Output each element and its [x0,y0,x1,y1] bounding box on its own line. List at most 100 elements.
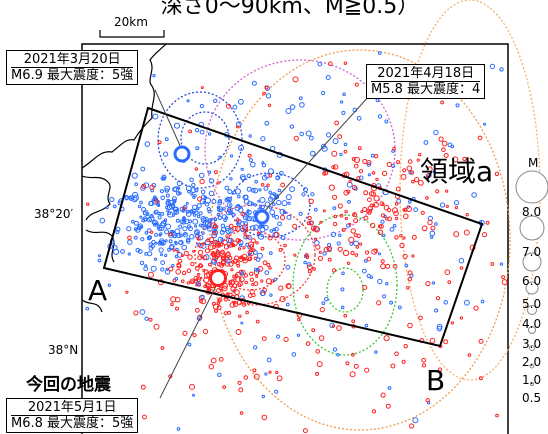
hypocenter-dot [212,230,217,236]
hypocenter-dot [237,207,244,213]
hypocenter-dot [197,276,201,280]
legend-label-05: 0.5 [522,391,542,405]
hypocenter-dot [173,199,177,203]
hypocenter-dot [236,222,240,226]
hypocenter-dot [341,271,345,276]
hypocenter-dot [471,192,477,198]
hypocenter-dot [318,335,325,341]
contour-green-2 [326,267,364,313]
hypocenter-dot [139,309,146,315]
hypocenter-dot [238,387,244,393]
hypocenter-dot [408,200,412,204]
hypocenter-dot [257,233,265,240]
callout-may: 2021年5月1日 M6.8 最大震度：5強 [6,398,139,433]
hypocenter-dot [313,207,318,212]
hypocenter-dot [370,222,376,229]
hypocenter-dot [232,190,237,195]
hypocenter-dot [186,224,192,229]
hypocenter-dot [315,371,319,376]
hypocenter-dot [185,185,192,192]
hypocenter-dot [168,266,174,272]
hypocenter-dot [285,108,292,114]
hypocenter-dot [337,134,343,140]
hypocenter-dot [201,231,205,235]
hypocenter-dot [145,212,150,217]
hypocenter-dot [453,231,460,238]
hypocenter-dot [358,169,364,174]
region-a-box [102,106,484,348]
hypocenter-dot [434,308,439,313]
hypocenter-dot [317,61,323,67]
hypocenter-dot [160,346,165,350]
hypocenter-dot [425,196,429,200]
hypocenter-dot [148,235,152,240]
hypocenter-dot [385,403,391,409]
hypocenter-dot [332,206,337,211]
leader-may [159,281,219,399]
hypocenter-dot [216,212,221,217]
hypocenter-dot [340,287,345,292]
legend-label-4: 4.0 [522,317,542,331]
hypocenter-dot [158,224,165,231]
hypocenter-dot [268,251,273,256]
hypocenter-dot [501,275,506,280]
hypocenter-dot [218,357,224,362]
hypocenter-dot [253,345,258,350]
map-frame [81,43,509,434]
hypocenter-dot [328,184,335,191]
hypocenter-dot [414,177,420,183]
hypocenter-dot [173,206,179,213]
hypocenter-dot [190,280,195,284]
hypocenter-dot [214,242,220,248]
hypocenter-dot [443,153,449,158]
hypocenter-dot [319,307,325,313]
hypocenter-dot [160,211,165,216]
hypocenter-dot [260,183,265,187]
hypocenter-dot [164,253,168,258]
hypocenter-dot [332,347,338,352]
hypocenter-dot [177,258,183,264]
hypocenter-dot [176,180,183,187]
hypocenter-dot [269,293,273,297]
hypocenter-dot [381,170,388,177]
hypocenter-dot [395,216,399,220]
hypocenter-dot [240,167,244,171]
hypocenter-dot [454,206,459,210]
hypocenter-dot [407,277,412,282]
hypocenter-dot [200,189,206,195]
legend-circle-7 [519,215,545,241]
hypocenter-dot [175,306,179,311]
hypocenter-dot [370,191,376,197]
hypocenter-dot [357,146,362,151]
hypocenter-dot [399,242,405,249]
hypocenter-dot [394,201,399,206]
hypocenter-dot [400,173,407,180]
hypocenter-dot [285,264,291,270]
hypocenter-dot [261,394,265,399]
hypocenter-dot [194,188,199,193]
hypocenter-dot [236,121,242,127]
hypocenter-dot [429,337,436,344]
hypocenter-dot [347,200,351,204]
hypocenter-dot [299,131,305,137]
hypocenter-dot [216,305,222,311]
hypocenter-dot [265,278,272,285]
hypocenter-dot [218,155,222,160]
hypocenter-dot [342,92,346,97]
hypocenter-dot [232,225,238,232]
hypocenter-dot [307,215,312,221]
hypocenter-dot [392,224,397,228]
hypocenter-dot [331,150,338,157]
hypocenter-dot [178,239,184,246]
hypocenter-dot [148,215,155,222]
hypocenter-dot [274,226,279,232]
hypocenter-dot [257,199,261,203]
hypocenter-dot [462,156,467,162]
hypocenter-dot [324,297,329,302]
hypocenter-dot [340,100,344,104]
scale-bar [99,30,165,38]
hypocenter-dot [378,51,382,55]
hypocenter-dot [260,279,264,283]
hypocenter-dot [249,248,253,252]
